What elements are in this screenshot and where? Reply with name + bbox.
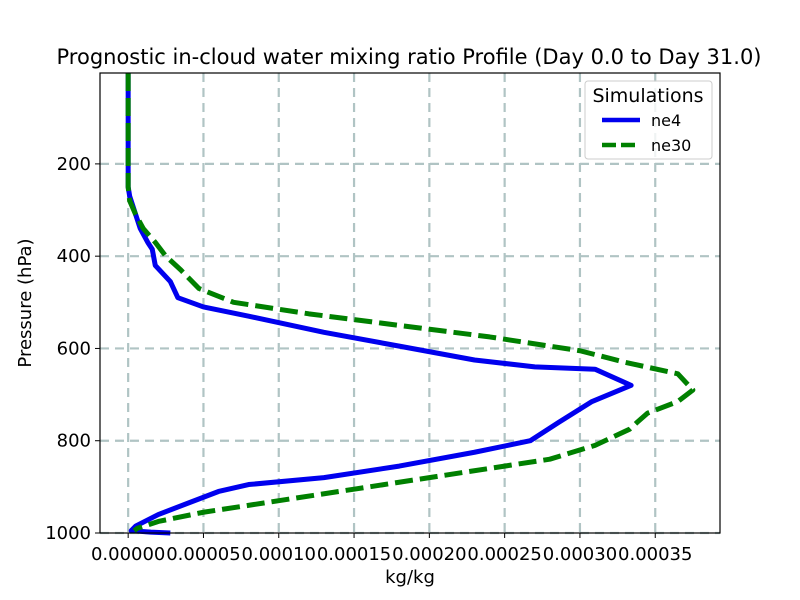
y-tick-label: 600 (57, 338, 91, 359)
y-tick-label: 800 (57, 431, 91, 452)
y-tick-label: 1000 (45, 523, 91, 544)
y-axis: 200 400 600 800 1000 (45, 154, 100, 544)
x-tick-label: 0.00020 (392, 544, 466, 565)
x-tick-label: 0.00025 (467, 544, 541, 565)
x-tick-label: 0.00035 (618, 544, 692, 565)
x-tick-label: 0.00015 (317, 544, 391, 565)
y-axis-label: Pressure (hPa) (15, 238, 36, 367)
x-tick-label: 0.00005 (166, 544, 240, 565)
plot-frame (99, 72, 721, 534)
y-tick-label: 200 (57, 154, 91, 175)
legend: Simulations ne4 ne30 (584, 80, 713, 160)
legend-box (584, 80, 713, 160)
legend-label-ne30: ne30 (651, 136, 691, 155)
x-axis: 0.00000 0.00005 0.00010 0.00015 0.00020 0.000… (91, 533, 692, 565)
x-tick-label: 0.00010 (242, 544, 316, 565)
series-layer (125, 73, 696, 536)
x-axis-label: kg/kg (385, 567, 435, 588)
legend-label-ne4: ne4 (651, 111, 681, 130)
series-line-ne30 (125, 73, 696, 533)
x-tick-label: 0.00030 (543, 544, 617, 565)
y-tick-label: 400 (57, 246, 91, 267)
x-tick-label: 0.00000 (91, 544, 165, 565)
chart-title: Prognostic in-cloud water mixing ratio P… (57, 45, 762, 69)
legend-title: Simulations (592, 85, 703, 107)
